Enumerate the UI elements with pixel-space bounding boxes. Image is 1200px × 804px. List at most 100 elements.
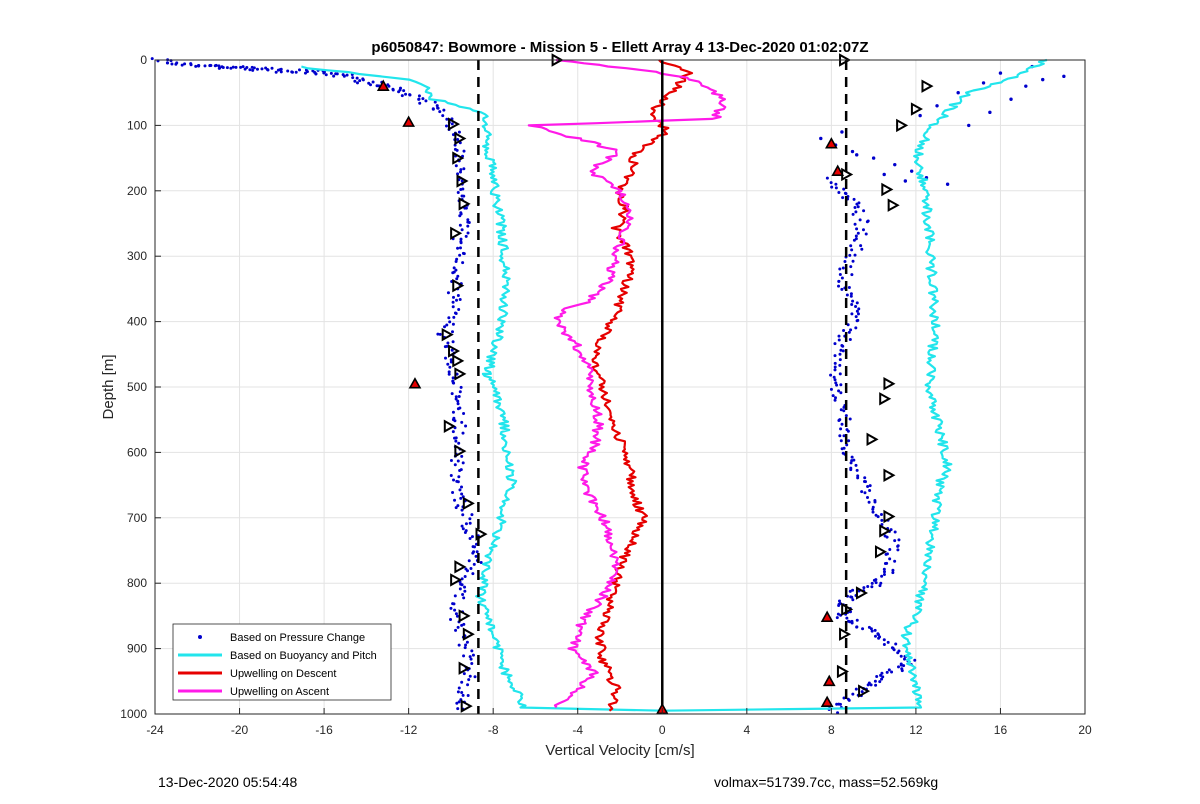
triangle-right-marker — [452, 278, 465, 293]
pressure-dot — [838, 418, 842, 422]
pressure-dot — [865, 220, 869, 224]
pressure-dot — [855, 618, 859, 622]
pressure-dot — [471, 551, 475, 555]
pressure-dot — [836, 612, 840, 616]
pressure-dot — [841, 266, 845, 270]
pressure-dot — [463, 575, 467, 579]
pressure-dot — [460, 680, 464, 684]
pressure-dot — [855, 153, 859, 157]
pressure-dot — [408, 93, 412, 97]
pressure-dot — [444, 356, 448, 360]
pressure-dot — [855, 301, 859, 305]
pressure-dot — [860, 490, 864, 494]
triangle-right-marker — [462, 627, 475, 641]
pressure-dot — [850, 455, 854, 459]
triangle-up-marker — [402, 115, 415, 127]
pressure-dot — [458, 170, 462, 174]
pressure-dot — [854, 315, 858, 319]
pressure-dot — [460, 228, 464, 232]
pressure-dot — [431, 107, 435, 111]
pressure-dot — [469, 657, 473, 661]
pressure-dot — [466, 224, 470, 228]
pressure-dot — [260, 67, 264, 71]
pressure-dot — [314, 72, 318, 76]
pressure-dot — [451, 300, 455, 304]
pressure-dot — [276, 68, 280, 72]
pressure-dot — [471, 572, 475, 576]
x-tick-label: 12 — [909, 723, 923, 737]
pressure-dot — [842, 409, 846, 413]
pressure-dot — [221, 65, 225, 69]
pressure-dot — [473, 545, 477, 549]
pressure-dot — [862, 586, 866, 590]
pressure-dot — [461, 261, 465, 265]
pressure-dot — [881, 675, 885, 679]
pressure-dot — [849, 294, 853, 298]
pressure-dot — [460, 524, 464, 528]
pressure-dot — [967, 123, 971, 128]
pressure-dot — [851, 598, 855, 602]
pressure-dot — [454, 628, 458, 632]
x-tick-label: -12 — [400, 723, 418, 737]
pressure-dot — [833, 368, 837, 372]
pressure-dot — [463, 585, 467, 589]
triangle-right-marker — [475, 527, 488, 541]
pressure-dot — [468, 537, 472, 541]
pressure-dot — [469, 567, 473, 571]
pressure-dot — [455, 257, 459, 261]
pressure-dot — [464, 522, 468, 526]
triangle-right-marker — [458, 661, 471, 675]
triangle-up-marker — [831, 164, 845, 176]
pressure-dot — [882, 638, 886, 642]
pressure-dot — [852, 197, 856, 201]
pressure-dot — [455, 614, 459, 618]
pressure-dot — [468, 655, 472, 659]
legend-box — [172, 623, 392, 701]
pressure-dot — [981, 81, 986, 85]
pressure-dot — [461, 593, 465, 597]
pressure-dot — [462, 412, 466, 416]
pressure-dot — [837, 191, 841, 195]
triangle-right-marker — [443, 419, 456, 433]
pressure-dot — [855, 625, 859, 629]
pressure-dot — [845, 443, 849, 447]
pressure-dot — [861, 228, 865, 232]
pressure-dot — [467, 221, 471, 225]
pressure-dot — [245, 66, 249, 70]
pressure-dot — [449, 474, 453, 478]
pressure-dot — [180, 63, 184, 67]
pressure-dot — [956, 91, 960, 95]
pressure-dot — [458, 488, 462, 492]
pressure-dot — [444, 124, 448, 128]
triangle-right-marker — [448, 117, 461, 131]
pressure-dot — [855, 468, 859, 472]
pressure-dot — [170, 62, 174, 66]
pressure-dot — [832, 375, 836, 379]
pressure-dot — [850, 312, 854, 316]
pressure-dot — [458, 297, 462, 301]
y-tick-label: 100 — [127, 118, 147, 132]
pressure-dot — [457, 394, 461, 398]
pressure-dot — [435, 104, 439, 108]
pressure-dot — [882, 570, 886, 574]
pressure-dot — [1041, 77, 1045, 82]
pressure-dot — [849, 292, 853, 296]
pressure-dot — [454, 312, 458, 316]
pressure-dot — [882, 567, 886, 571]
pressure-dot — [866, 484, 870, 488]
pressure-dot — [456, 294, 460, 298]
pressure-dot — [848, 417, 852, 421]
pressure-dot — [465, 569, 469, 573]
pressure-dot — [391, 87, 395, 91]
pressure-dot — [849, 244, 853, 248]
pressure-dot — [833, 398, 837, 402]
pressure-dot — [865, 495, 869, 499]
triangle-up-marker — [825, 137, 838, 149]
pressure-dot — [887, 668, 891, 672]
pressure-dot — [854, 234, 858, 238]
pressure-dot — [833, 378, 837, 382]
pressure-dot — [842, 328, 846, 332]
pressure-dot — [218, 66, 222, 70]
pressure-dot — [819, 136, 823, 141]
pressure-dot — [854, 237, 858, 241]
